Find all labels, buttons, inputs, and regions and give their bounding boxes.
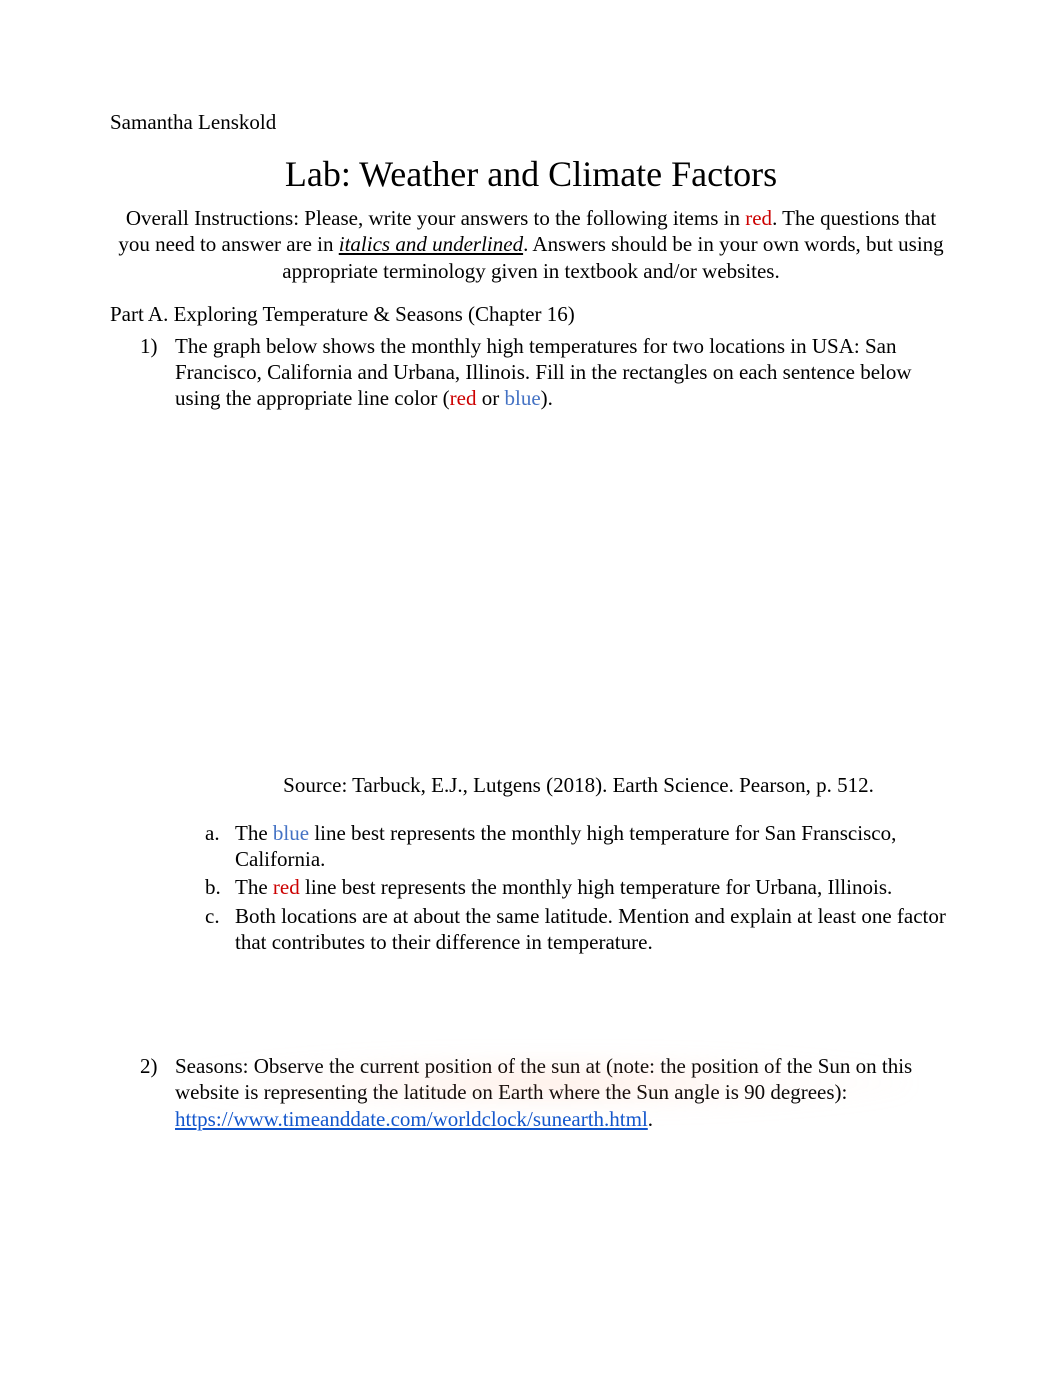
sub-b-text-1: The	[235, 875, 273, 899]
sub-question-c: c. Both locations are at about the same …	[205, 903, 952, 956]
sub-b-letter: b.	[205, 874, 235, 900]
question-1-body: The graph below shows the monthly high t…	[175, 333, 952, 1053]
lab-title: Lab: Weather and Climate Factors	[110, 153, 952, 195]
spacer	[175, 957, 952, 1053]
sub-question-list: a. The blue line best represents the mon…	[175, 820, 952, 955]
question-2-number: 2)	[140, 1053, 175, 1132]
q1-or-word: or	[477, 386, 505, 410]
sub-b-body: The red line best represents the monthly…	[235, 874, 952, 900]
overall-instructions: Overall Instructions: Please, write your…	[110, 205, 952, 284]
q2-text-2: .	[648, 1107, 653, 1131]
question-1: 1) The graph below shows the monthly hig…	[110, 333, 952, 1053]
sub-a-text-1: The	[235, 821, 273, 845]
sub-a-blue-word: blue	[273, 821, 309, 845]
sub-question-b: b. The red line best represents the mont…	[205, 874, 952, 900]
sub-b-text-2: line best represents the monthly high te…	[300, 875, 893, 899]
q1-blue-word: blue	[505, 386, 541, 410]
instructions-text-1: Overall Instructions: Please, write your…	[126, 206, 745, 230]
question-2: 2) Seasons: Observe the current position…	[110, 1053, 952, 1132]
sunearth-link[interactable]: https://www.timeanddate.com/worldclock/s…	[175, 1107, 648, 1131]
q1-red-word: red	[450, 386, 477, 410]
question-list: 1) The graph below shows the monthly hig…	[110, 333, 952, 1132]
instructions-red-word: red	[745, 206, 772, 230]
q2-text-1: Seasons: Observe the current position of…	[175, 1054, 912, 1104]
question-1-number: 1)	[140, 333, 175, 1053]
part-a-heading: Part A. Exploring Temperature & Seasons …	[110, 302, 952, 327]
sub-c-letter: c.	[205, 903, 235, 956]
sub-c-text: Both locations are at about the same lat…	[235, 904, 946, 954]
sub-a-text-2: line best represents the monthly high te…	[235, 821, 896, 871]
sub-a-body: The blue line best represents the monthl…	[235, 820, 952, 873]
source-caption: Source: Tarbuck, E.J., Lutgens (2018). E…	[175, 772, 952, 798]
author-name: Samantha Lenskold	[110, 110, 952, 135]
instructions-italics-underlined: italics and underlined	[339, 232, 523, 256]
sub-c-body: Both locations are at about the same lat…	[235, 903, 952, 956]
sub-a-letter: a.	[205, 820, 235, 873]
q1-text-3: ).	[541, 386, 553, 410]
chart-placeholder	[175, 412, 952, 772]
question-2-body: Seasons: Observe the current position of…	[175, 1053, 952, 1132]
sub-question-a: a. The blue line best represents the mon…	[205, 820, 952, 873]
sub-b-red-word: red	[273, 875, 300, 899]
